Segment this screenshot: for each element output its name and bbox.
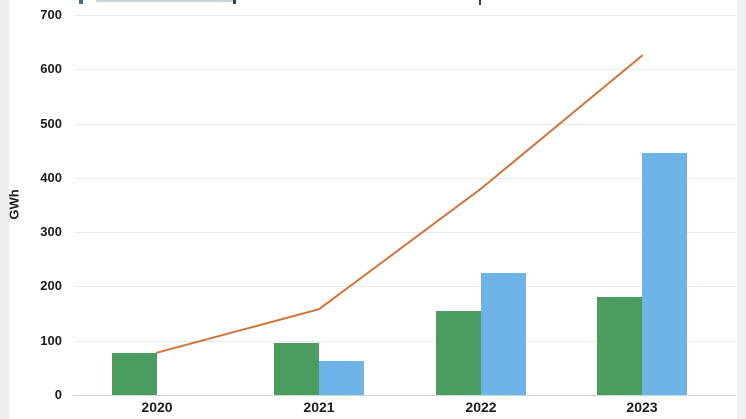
y-axis-title: GWh [6, 189, 22, 220]
blue-bar-2022 [481, 272, 526, 395]
page-background-strip-right [737, 0, 746, 419]
green-bar-2023 [597, 297, 642, 395]
orange-line [156, 54, 643, 354]
y-tick-label: 200 [40, 278, 62, 294]
green-bar-2022 [436, 310, 481, 395]
y-tick-label: 600 [40, 61, 62, 77]
gridline [75, 69, 736, 71]
green-bar-2020 [112, 352, 157, 395]
cropped-legend-remnant [233, 0, 236, 4]
y-tick-label: 0 [54, 387, 62, 402]
y-tick-label: 700 [40, 7, 62, 22]
blue-bar-2023 [642, 153, 687, 395]
y-tick-label: 500 [40, 115, 62, 131]
cropped-legend-remnant [79, 0, 83, 4]
x-tick-label-2023: 2023 [626, 399, 658, 415]
x-tick-label-2020: 2020 [141, 399, 173, 415]
gridline [75, 15, 736, 16]
x-tick-label-2021: 2021 [303, 399, 335, 415]
x-tick-label-2022: 2022 [465, 399, 497, 415]
green-bar-2021 [274, 343, 319, 395]
y-tick-label: 100 [40, 332, 62, 348]
cropped-legend-remnant [96, 0, 236, 2]
gridline [75, 232, 736, 234]
page-background-strip-left [0, 0, 9, 419]
cropped-legend-remnant [479, 0, 481, 5]
y-tick-label: 400 [40, 169, 62, 185]
y-tick-label: 300 [40, 224, 62, 240]
blue-bar-2021 [319, 360, 364, 395]
x-axis-line [73, 395, 736, 396]
gridline [75, 123, 736, 125]
gridline [75, 177, 736, 179]
gridline [75, 286, 736, 288]
